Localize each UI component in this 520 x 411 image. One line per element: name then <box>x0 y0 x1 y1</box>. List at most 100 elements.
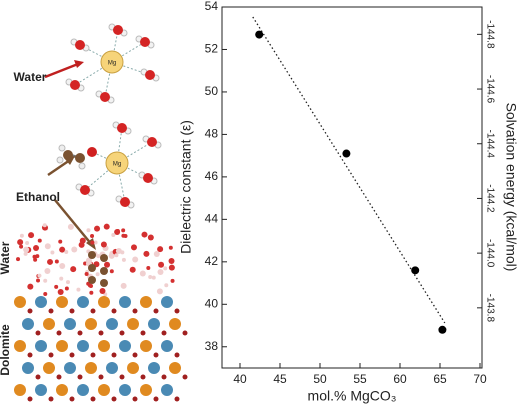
ethanol-atom <box>88 264 96 272</box>
water-atom <box>37 238 42 243</box>
water-atom <box>121 228 126 233</box>
carbonate <box>56 330 62 336</box>
water-atom <box>99 288 106 295</box>
water-atom <box>141 231 148 238</box>
water-atom <box>78 241 85 248</box>
dolomite-atom <box>98 340 110 352</box>
water-atom <box>42 223 47 228</box>
water-atom <box>168 245 173 250</box>
x-tick-label: 50 <box>313 372 327 386</box>
ethanol-atom <box>88 276 96 284</box>
water-atom <box>86 228 91 233</box>
carbonate <box>174 308 180 314</box>
label-water: Water <box>14 70 47 84</box>
water-atom <box>96 254 101 259</box>
water-atom <box>44 243 51 250</box>
carbonate <box>174 396 180 402</box>
water-atom <box>93 240 98 245</box>
water-atom <box>59 262 66 269</box>
dolomite-atom <box>77 384 89 396</box>
dolomite-atom <box>161 384 173 396</box>
carbonate <box>56 374 62 380</box>
carbonate <box>182 374 188 380</box>
dolomite-atom <box>35 384 47 396</box>
dolomite-atom <box>35 296 47 308</box>
water-atom <box>108 252 115 259</box>
carbonate <box>27 396 33 402</box>
x-tick-label: 55 <box>353 372 367 386</box>
water-atom <box>104 261 111 268</box>
water-atom <box>43 291 48 296</box>
water-atom <box>130 244 137 251</box>
water-atom <box>25 240 30 245</box>
dolomite-atom <box>140 384 152 396</box>
water-atom <box>70 266 77 273</box>
carbonate <box>69 352 75 358</box>
water-atom <box>47 258 54 265</box>
carbonate <box>153 352 159 358</box>
water-atom <box>143 250 150 257</box>
dolomite-atom <box>85 362 97 374</box>
dolomite-atom <box>22 362 34 374</box>
y-tick-label: 38 <box>205 339 219 353</box>
dolomite-atom <box>106 318 118 330</box>
dolomite-atom <box>148 318 160 330</box>
water-atom <box>19 244 24 249</box>
water-atom <box>90 233 95 238</box>
oxygen <box>120 197 130 207</box>
y-tick-label: 54 <box>205 0 219 13</box>
carbonate <box>111 308 117 314</box>
dolomite-atom <box>98 296 110 308</box>
y2-tick-label: -144.4 <box>484 130 495 159</box>
mg-symbol: Mg <box>113 162 121 168</box>
carbonate <box>182 330 188 336</box>
dolomite-atom <box>35 340 47 352</box>
y-axis-label: Dielectric constant (ε) <box>178 120 194 254</box>
carbonate <box>132 352 138 358</box>
water-atom <box>16 257 21 262</box>
mg-ion <box>105 151 129 175</box>
ethanol-atom <box>88 251 96 259</box>
carbonate <box>153 308 159 314</box>
carbonate <box>35 374 41 380</box>
dolomite-atom <box>85 318 97 330</box>
water-atom <box>156 288 163 295</box>
water-atom <box>157 269 164 276</box>
water-atom <box>170 278 175 283</box>
water-atom <box>37 273 42 278</box>
x-tick-label: 65 <box>433 372 447 386</box>
dolomite-atom <box>22 318 34 330</box>
water-atom <box>129 266 136 273</box>
oxygen <box>117 123 127 133</box>
dolomite-atom <box>98 384 110 396</box>
mg-symbol: Mg <box>108 61 116 67</box>
water-atom <box>58 239 63 244</box>
water-atom <box>147 234 154 241</box>
carbonate <box>132 396 138 402</box>
water-atom <box>44 268 51 275</box>
y2-axis-label: Solvation energy (kcal/mol) <box>503 103 519 272</box>
arrow-head <box>64 156 75 165</box>
carbonate <box>35 330 41 336</box>
carbonate <box>90 396 96 402</box>
water-atom <box>168 258 175 265</box>
dolomite-atom <box>14 296 26 308</box>
plot-frame <box>221 6 483 369</box>
carbonate <box>161 374 167 380</box>
dolomite-atom <box>64 362 76 374</box>
water-atom <box>132 256 139 263</box>
water-atom <box>139 270 146 277</box>
carbonate <box>153 396 159 402</box>
x-tick-label: 45 <box>273 372 287 386</box>
dolomite-atom <box>119 296 131 308</box>
y-tick-label: 52 <box>205 42 219 56</box>
label-ethanol: Ethanol <box>16 190 60 204</box>
water-atom <box>36 278 41 283</box>
x-tick-label: 40 <box>233 372 247 386</box>
water-atom <box>163 266 168 271</box>
oxygen <box>80 185 90 195</box>
y2-tick-label: -144.2 <box>484 184 495 213</box>
water-atom <box>90 240 95 245</box>
dolomite-atom <box>127 318 139 330</box>
dolomite-atom <box>169 318 181 330</box>
